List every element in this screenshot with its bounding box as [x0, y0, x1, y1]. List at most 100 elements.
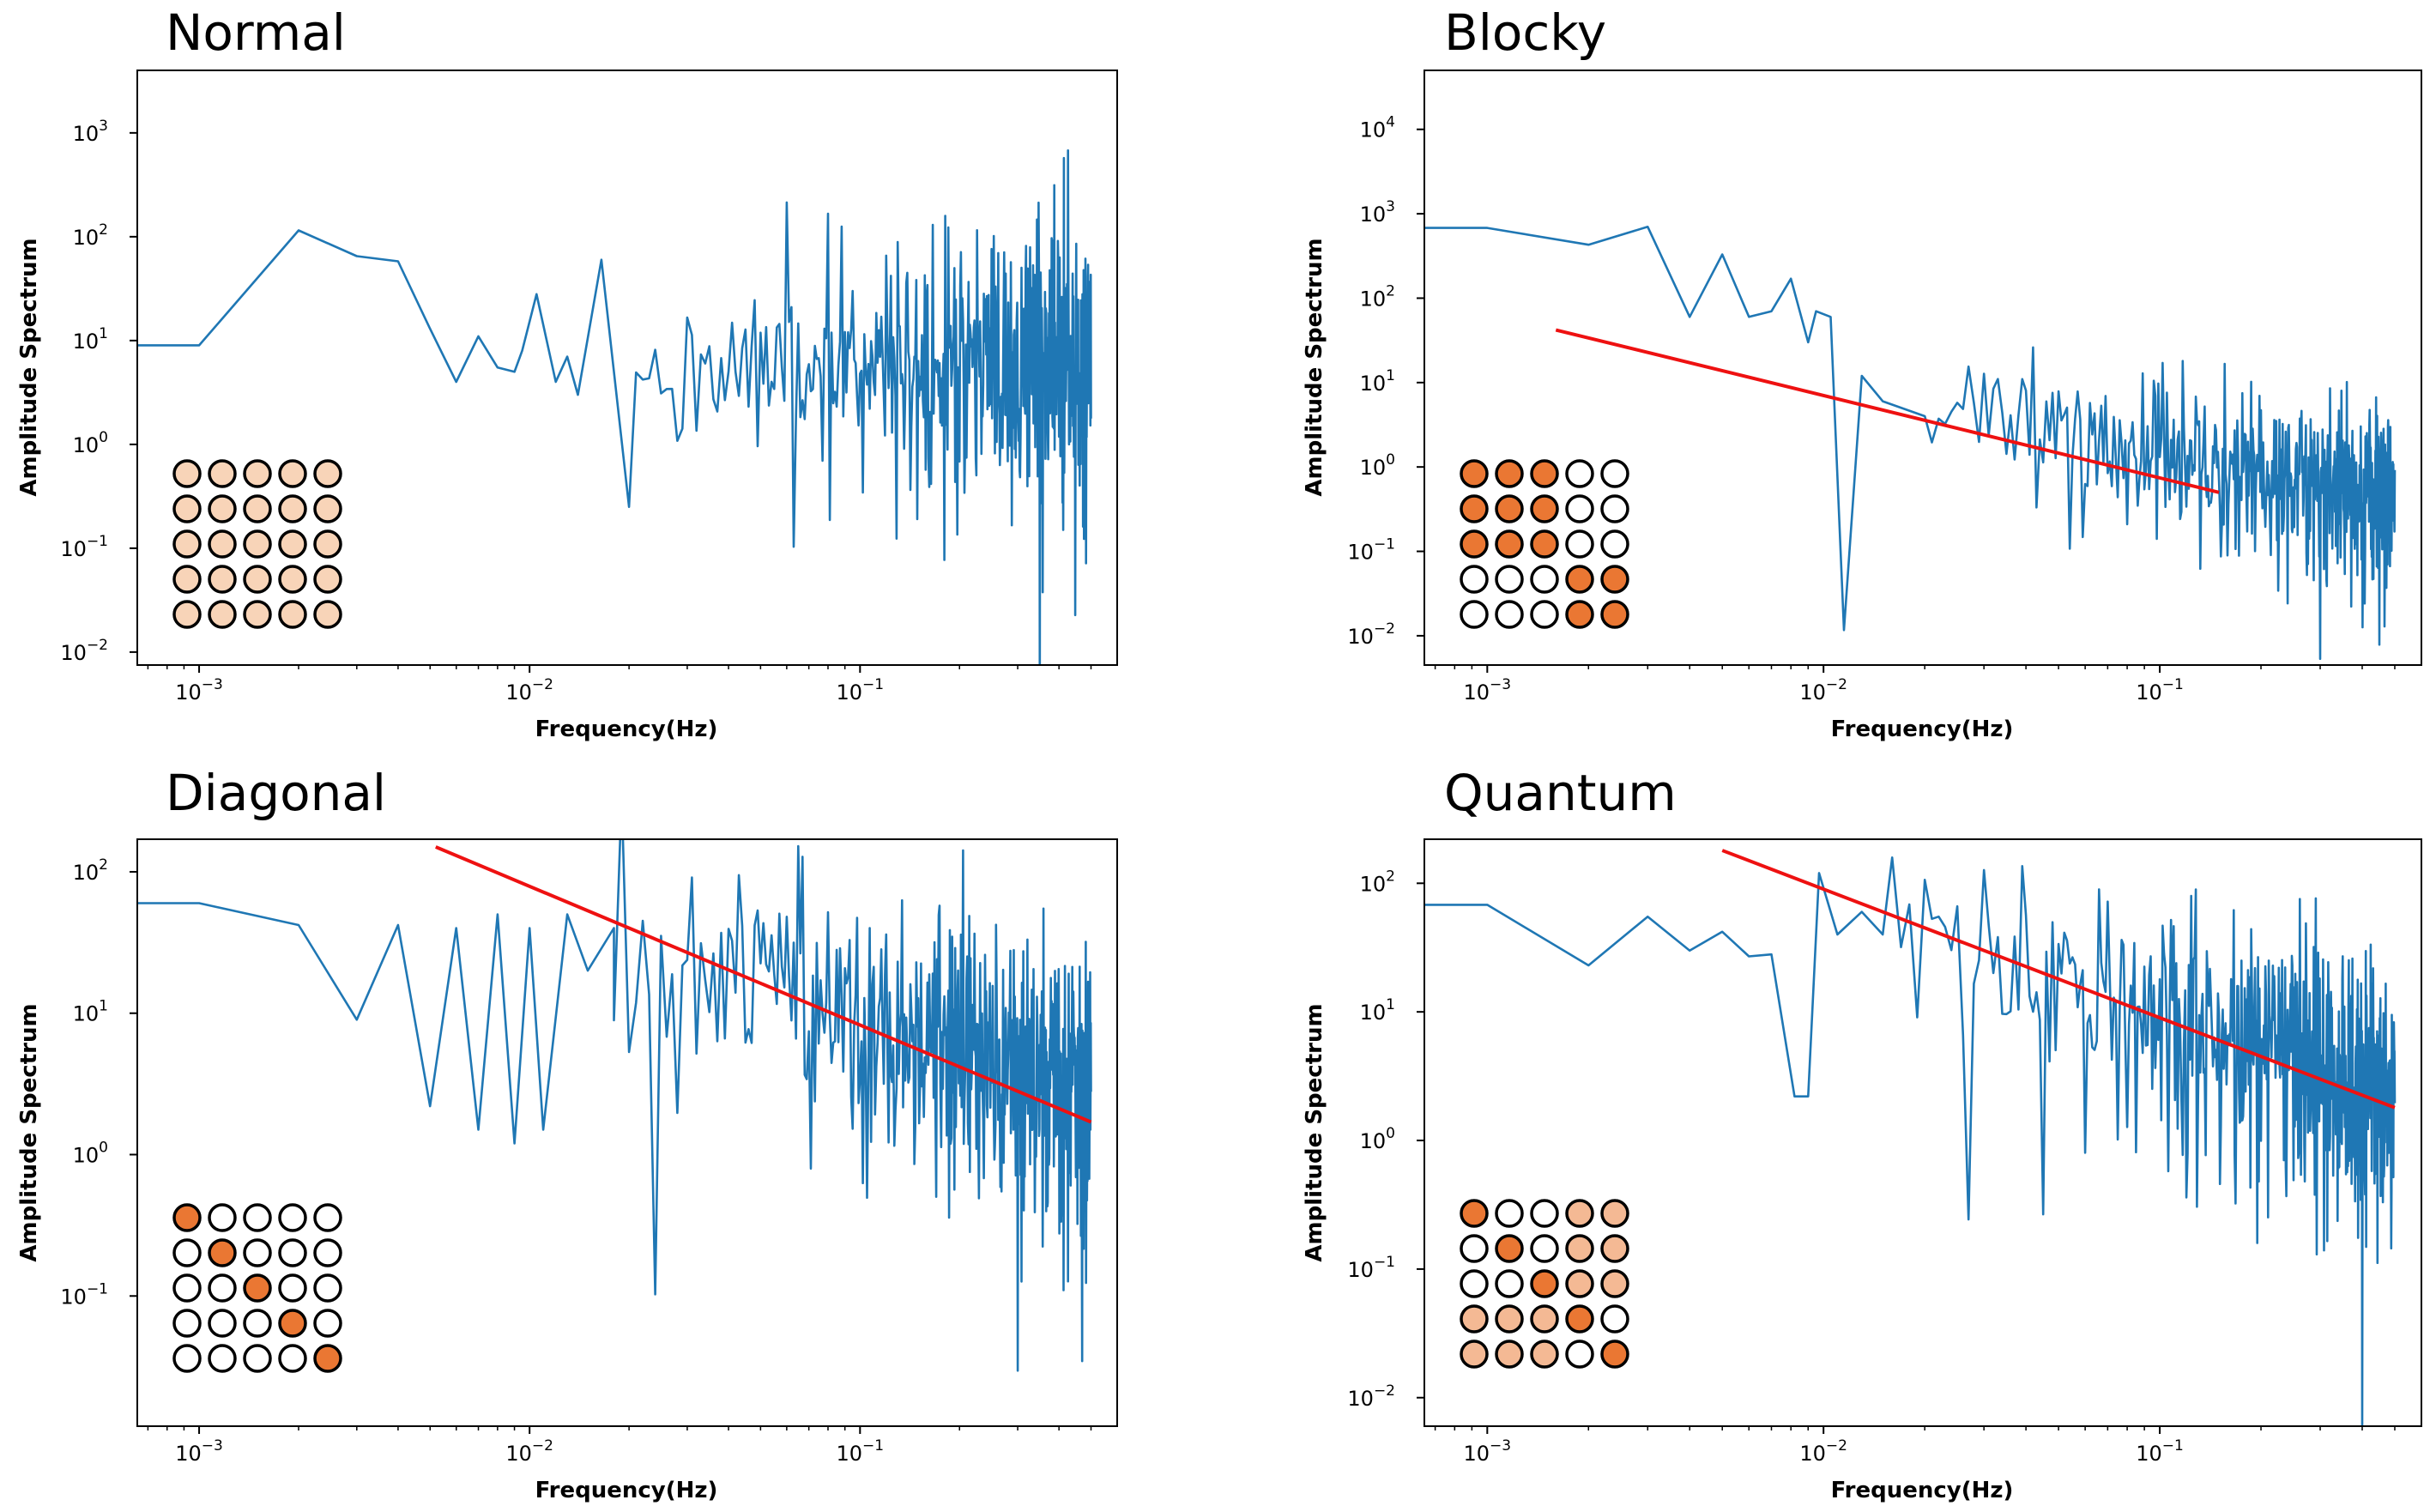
pattern-cell: [278, 1273, 307, 1303]
x-axis-label: Frequency(Hz): [535, 717, 718, 742]
pattern-cell: [1565, 1304, 1594, 1334]
pattern-cell: [1460, 565, 1489, 594]
panel-blocky: Blocky Frequency(Hz) Amplitude Spectrum …: [1302, 3, 2422, 742]
pattern-cell: [313, 565, 342, 594]
pattern-cell: [172, 1344, 202, 1373]
pattern-cell: [172, 1238, 202, 1267]
y-axis-label: Amplitude Spectrum: [16, 1003, 42, 1261]
y-tick-label: 10−1: [60, 1280, 108, 1309]
pattern-cell: [1600, 1304, 1629, 1334]
pattern-cell: [1530, 494, 1559, 523]
spectrum-line: [1424, 856, 2397, 1426]
pattern-cell: [1600, 565, 1629, 594]
pattern-cell: [1600, 600, 1629, 629]
pattern-cell: [208, 1344, 237, 1373]
pattern-cell: [208, 459, 237, 488]
spectrum-line: [137, 149, 1092, 665]
pattern-cell: [1565, 529, 1594, 559]
pattern-cell: [1530, 529, 1559, 559]
y-tick-label: 100: [1360, 1125, 1395, 1153]
y-tick-label: 101: [73, 998, 108, 1026]
pattern-cell: [278, 1203, 307, 1232]
pattern-cell: [313, 1273, 342, 1303]
pattern-cell: [243, 600, 272, 629]
pattern-cell: [313, 600, 342, 629]
pattern-cell: [1565, 1269, 1594, 1298]
plot-frame: [136, 70, 1118, 666]
pattern-cell: [208, 1203, 237, 1232]
pattern-cell: [278, 1238, 307, 1267]
pattern-cell: [278, 459, 307, 488]
pattern-cell: [1565, 1234, 1594, 1263]
pattern-cell: [243, 494, 272, 523]
pattern-cell: [1460, 1234, 1489, 1263]
pattern-cell: [1600, 494, 1629, 523]
x-tick-label: 10−3: [175, 1437, 223, 1466]
pattern-cell: [172, 494, 202, 523]
pattern-cell: [208, 1273, 237, 1303]
x-axis-label: Frequency(Hz): [535, 1478, 718, 1503]
pattern-cell: [1460, 600, 1489, 629]
pattern-cell: [278, 1344, 307, 1373]
pattern-cell: [278, 529, 307, 559]
y-tick-label: 102: [73, 856, 108, 885]
pattern-cell: [1565, 459, 1594, 488]
panel-normal: Normal Frequency(Hz) Amplitude Spectrum …: [16, 3, 1118, 742]
pattern-cell: [243, 1344, 272, 1373]
pattern-cell: [243, 1203, 272, 1232]
pattern-cell: [172, 1309, 202, 1338]
pattern-cell: [1530, 600, 1559, 629]
pattern-cell: [1530, 1199, 1559, 1228]
pattern-cell: [1530, 1269, 1559, 1298]
pattern-cell: [172, 565, 202, 594]
panel-quantum: Quantum Frequency(Hz) Amplitude Spectrum…: [1302, 764, 2422, 1503]
y-axis-label: Amplitude Spectrum: [16, 238, 42, 496]
x-tick-label: 10−3: [1464, 676, 1512, 705]
pattern-cell: [1460, 1304, 1489, 1334]
pattern-cell: [1565, 600, 1594, 629]
y-tick-label: 101: [1360, 996, 1395, 1025]
y-tick-label: 102: [73, 221, 108, 250]
pattern-cell: [208, 1309, 237, 1338]
y-tick-label: 104: [1360, 114, 1395, 142]
y-tick-label: 10−1: [60, 533, 108, 561]
y-tick-label: 101: [73, 325, 108, 354]
y-axis-label: Amplitude Spectrum: [1302, 238, 1327, 496]
pattern-cell: [1460, 494, 1489, 523]
x-tick-label: 10−2: [1799, 1437, 1847, 1466]
pattern-cell: [1530, 1304, 1559, 1334]
pattern-cell: [1565, 565, 1594, 594]
y-tick-label: 10−1: [1347, 536, 1395, 565]
pattern-cell: [1495, 1304, 1524, 1334]
pattern-cell: [313, 1238, 342, 1267]
spectrum-line: [1424, 226, 2397, 660]
plot-frame: [1424, 70, 2422, 666]
y-tick-label: 101: [1360, 367, 1395, 396]
pattern-cell: [1460, 459, 1489, 488]
panel-title: Blocky: [1444, 3, 1606, 62]
pattern-cell: [243, 1238, 272, 1267]
panel-title: Normal: [166, 3, 346, 62]
x-tick-label: 10−1: [2136, 1437, 2184, 1466]
pattern-cell: [1495, 494, 1524, 523]
pattern-cell: [278, 1309, 307, 1338]
x-tick-label: 10−1: [837, 1437, 885, 1466]
pattern-cell: [1600, 529, 1629, 559]
pattern-cell: [1495, 529, 1524, 559]
pattern-cell: [1600, 1199, 1629, 1228]
pattern-cell: [208, 600, 237, 629]
y-tick-label: 102: [1360, 282, 1395, 311]
y-axis-label: Amplitude Spectrum: [1302, 1003, 1327, 1261]
pattern-cell: [313, 529, 342, 559]
pattern-cell: [1530, 459, 1559, 488]
pattern-cell: [172, 459, 202, 488]
panel-diagonal: Diagonal Frequency(Hz) Amplitude Spectru…: [16, 764, 1118, 1503]
pattern-cell: [1495, 1234, 1524, 1263]
pattern-cell: [1600, 1340, 1629, 1369]
pattern-cell: [278, 565, 307, 594]
pattern-cell: [172, 529, 202, 559]
panel-title: Diagonal: [166, 764, 386, 822]
y-tick-label: 10−1: [1347, 1254, 1395, 1282]
x-tick-label: 10−2: [1799, 676, 1847, 705]
